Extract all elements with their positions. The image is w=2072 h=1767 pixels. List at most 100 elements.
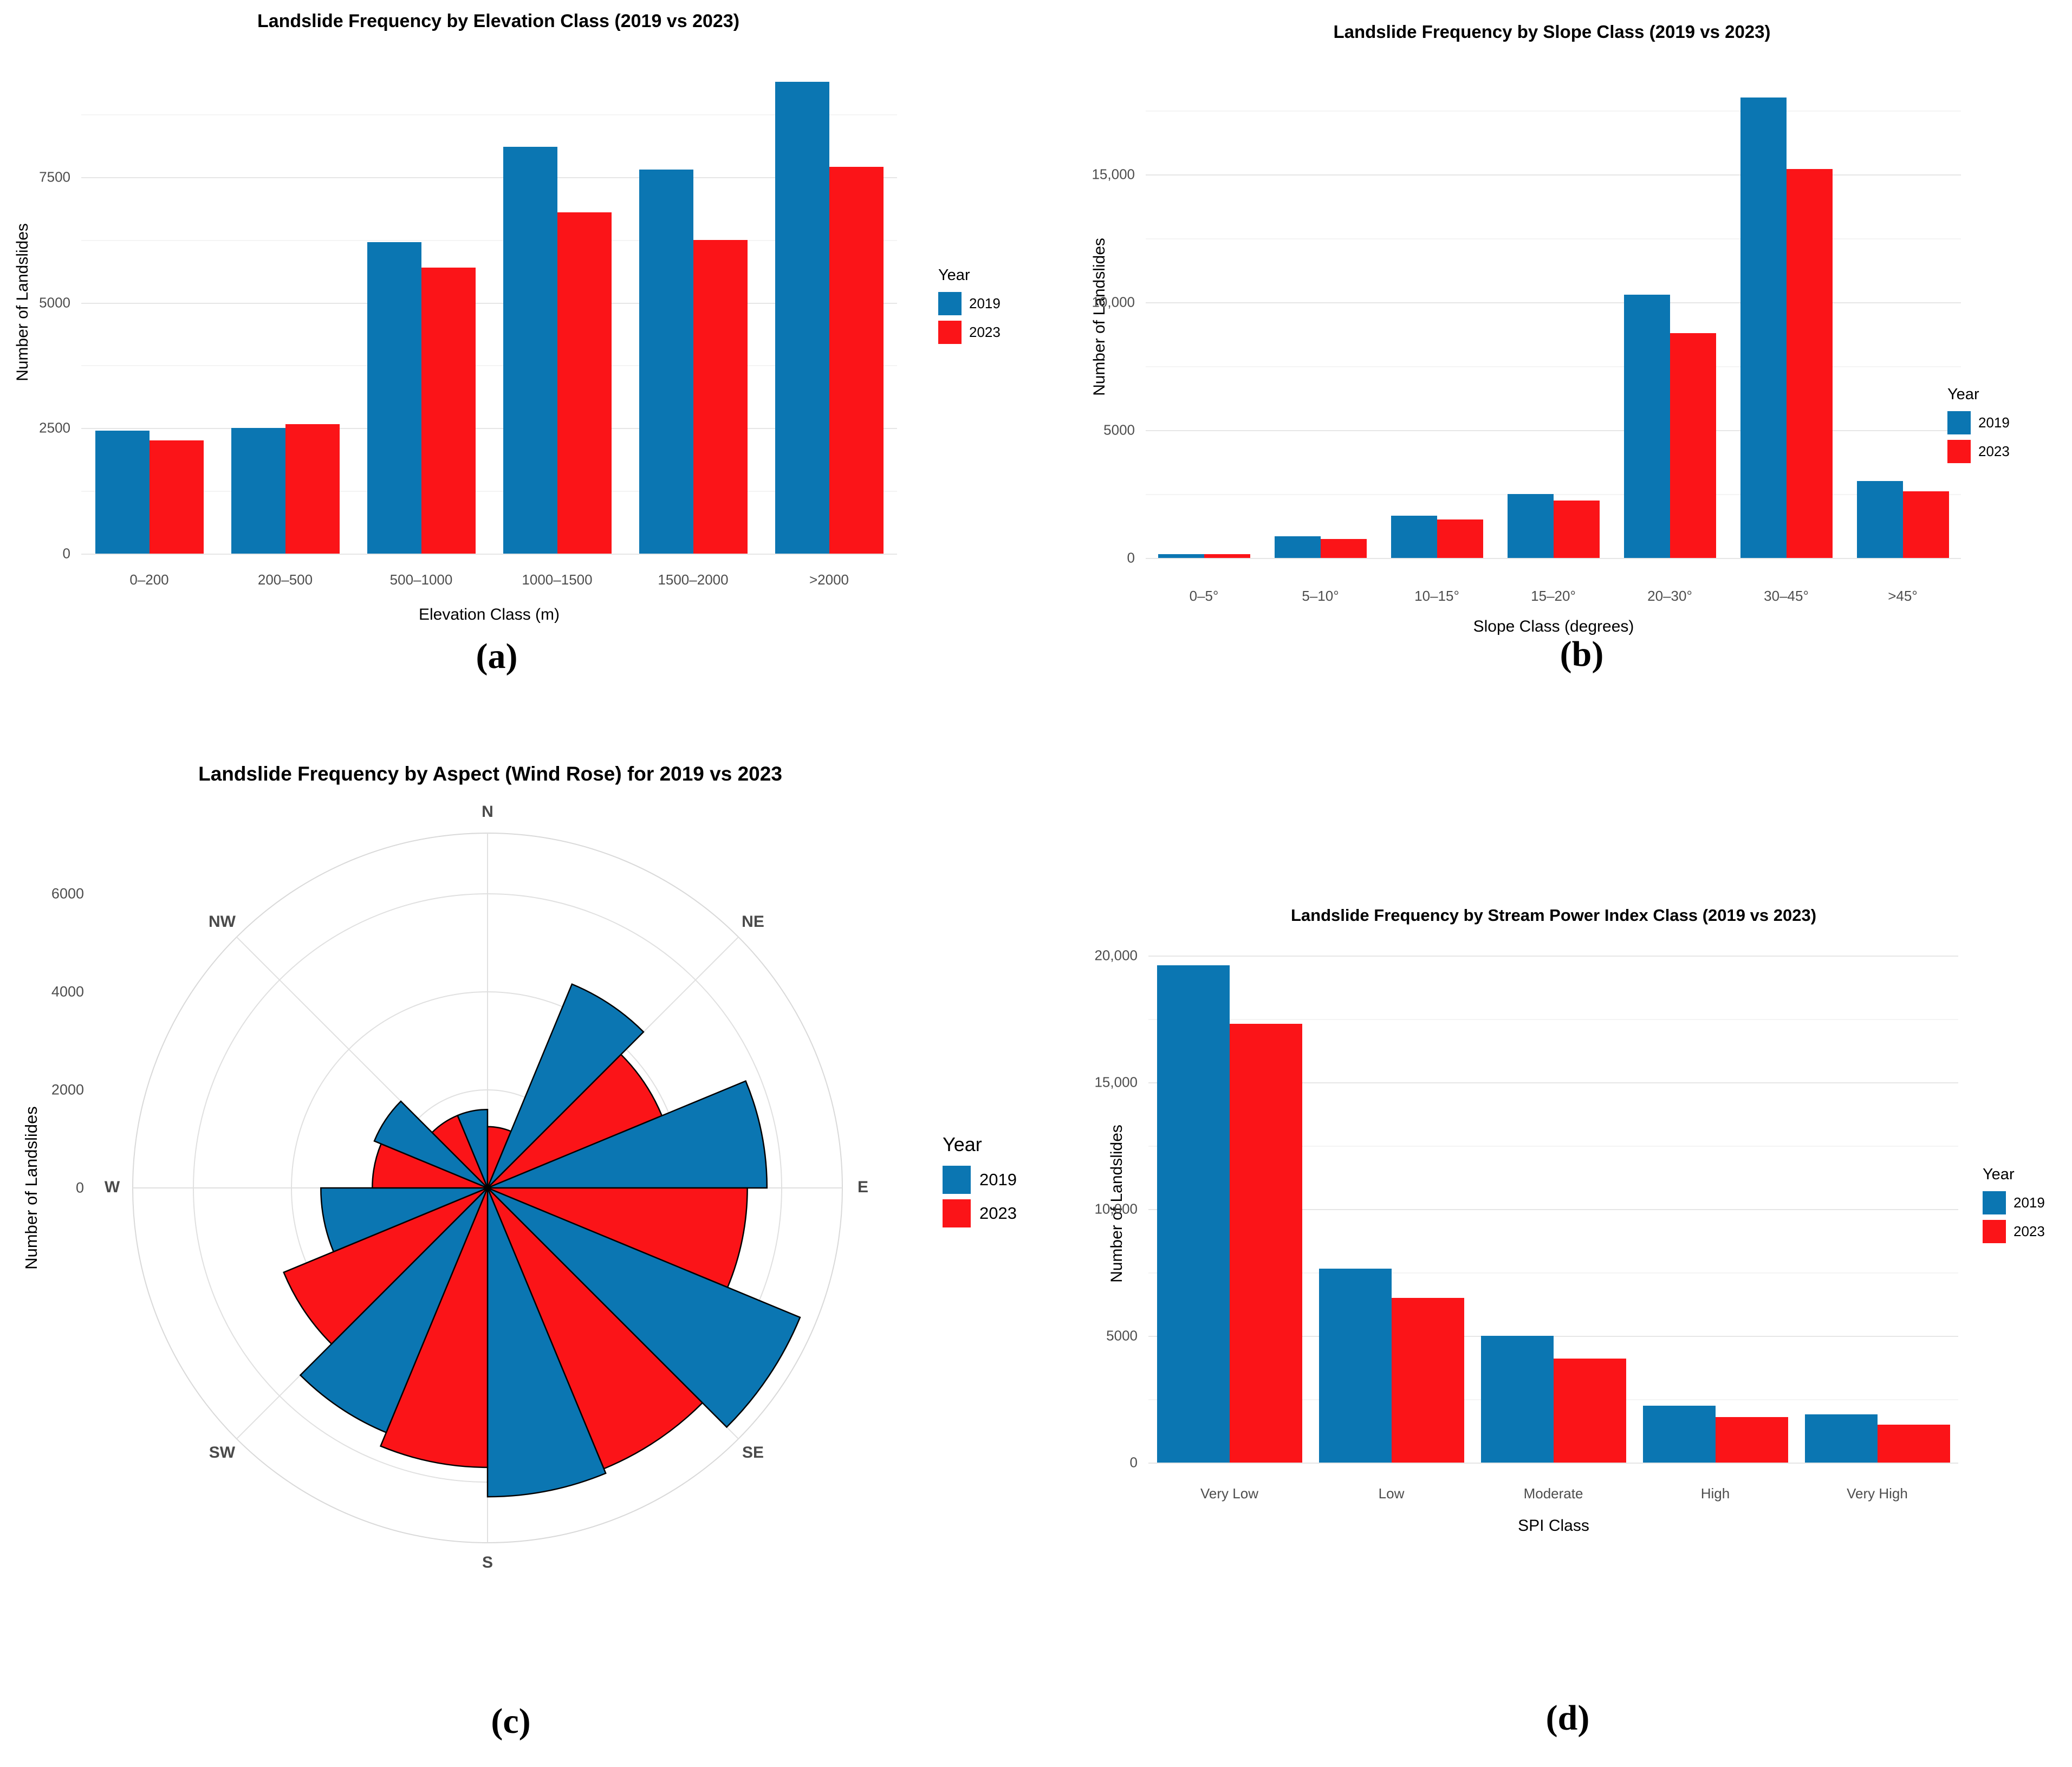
chart-a-xlabel: Elevation Class (m)	[418, 606, 560, 623]
major-gridline	[1148, 1335, 1958, 1337]
minor-gridline	[81, 491, 897, 492]
bar-2023-1500–2000	[693, 239, 748, 554]
major-gridline	[1146, 302, 1961, 303]
x-tick-label: Very High	[1847, 1485, 1908, 1502]
bar-2019-High	[1642, 1405, 1716, 1463]
chart-d-title: Landslide Frequency by Stream Power Inde…	[1290, 906, 1817, 925]
x-tick-label: 30–45°	[1764, 588, 1809, 604]
legend-title: Year	[1947, 386, 1979, 403]
caption-a: (a)	[476, 636, 518, 676]
bar-2023-30–45°	[1786, 169, 1833, 558]
bar-2023-Very High	[1877, 1424, 1950, 1463]
bar-2019-Low	[1318, 1268, 1392, 1463]
chart-c-legend: Year 2019 2023	[943, 1133, 1017, 1233]
bar-2019-200–500	[231, 428, 285, 554]
rose-wedge-2019-SE	[487, 1187, 801, 1428]
radial-tick-label: 4000	[51, 983, 84, 1000]
legend-item-2023: 2023	[938, 321, 1001, 344]
caption-b: (b)	[1560, 634, 1604, 674]
major-gridline	[1146, 174, 1961, 176]
minor-gridline	[1146, 238, 1961, 239]
bar-2019-10–15°	[1391, 516, 1437, 558]
y-tick-label: 5000	[1106, 1327, 1138, 1344]
chart-d-xlabel: SPI Class	[1518, 1517, 1589, 1535]
bar-2023-200–500	[285, 424, 340, 554]
bar-2023-20–30°	[1670, 333, 1716, 558]
rose-wedge-2023-SW	[283, 1187, 488, 1345]
major-gridline	[81, 554, 897, 555]
legend-label-2023: 2023	[1978, 443, 2010, 459]
x-tick-label: Very Low	[1200, 1485, 1258, 1502]
bar-2023-0–5°	[1204, 554, 1250, 558]
legend-label-2023: 2023	[2013, 1223, 2045, 1239]
x-tick-label: 0–5°	[1189, 588, 1219, 604]
y-tick-label: 0	[62, 545, 70, 562]
rose-wedge-2023-NE	[487, 1053, 663, 1189]
bar-2023-1000–1500	[557, 212, 612, 554]
major-gridline	[1148, 955, 1958, 957]
compass-label-SE: SE	[742, 1444, 764, 1461]
bar-2023-Very Low	[1229, 1024, 1302, 1463]
y-tick-label: 20,000	[1094, 947, 1138, 964]
chart-b-ylabel: Number of Landslides	[1090, 238, 1108, 396]
bar-2019-Very High	[1804, 1414, 1878, 1463]
rose-wedge-2019-E	[487, 1080, 768, 1189]
x-tick-label: High	[1700, 1485, 1730, 1502]
rose-wedge-2023-NW	[431, 1114, 489, 1188]
legend-item-2019: 2019	[1983, 1191, 2045, 1214]
x-tick-label: 0–200	[129, 571, 169, 588]
bar-2023->45°	[1902, 491, 1949, 558]
compass-label-W: W	[105, 1178, 120, 1196]
chart-c-wind-rose: N NE E SE S SW W NW	[105, 803, 868, 1571]
legend-item-2019: 2019	[943, 1166, 1017, 1194]
chart-c-title: Landslide Frequency by Aspect (Wind Rose…	[198, 763, 782, 785]
legend-label-2023: 2023	[969, 324, 1001, 340]
major-gridline	[81, 177, 897, 178]
chart-d-legend: Year 2019 2023	[1983, 1166, 2045, 1249]
chart-a-title: Landslide Frequency by Elevation Class (…	[257, 11, 740, 31]
legend-label-2019: 2019	[1978, 414, 2010, 431]
rose-wedge-2019-SW	[299, 1187, 489, 1434]
bar-2023-10–15°	[1437, 519, 1483, 558]
y-tick-label: 15,000	[1094, 1074, 1138, 1090]
major-gridline	[1148, 1082, 1958, 1083]
minor-gridline	[1146, 493, 1961, 495]
minor-gridline	[1146, 110, 1961, 112]
bar-2019-5–10°	[1274, 536, 1321, 558]
x-tick-label: 1000–1500	[522, 571, 593, 588]
y-tick-label: 7500	[39, 168, 70, 185]
minor-gridline	[81, 365, 897, 367]
x-tick-label: 500–1000	[389, 571, 453, 588]
y-tick-label: 5000	[39, 294, 70, 310]
major-gridline	[1146, 558, 1961, 559]
legend-label-2019: 2019	[2013, 1194, 2045, 1211]
bar-2023-High	[1715, 1417, 1788, 1463]
x-tick-label: 1500–2000	[658, 571, 729, 588]
bar-2023-0–200	[149, 440, 204, 554]
bar-2019->2000	[775, 81, 829, 554]
legend-title: Year	[1983, 1166, 2015, 1183]
compass-label-N: N	[482, 803, 493, 821]
chart-a-legend: Year 2019 2023	[938, 267, 1001, 349]
minor-gridline	[1146, 366, 1961, 367]
major-gridline	[1148, 1209, 1958, 1210]
compass-label-E: E	[858, 1178, 868, 1196]
compass-label-NE: NE	[742, 913, 764, 931]
chart-b-legend: Year 2019 2023	[1947, 386, 2010, 469]
y-tick-label: 0	[1129, 1454, 1138, 1471]
minor-gridline	[1148, 1018, 1958, 1020]
bar-2023-Low	[1391, 1297, 1464, 1463]
minor-gridline	[1148, 1272, 1958, 1274]
legend-swatch-2023	[1983, 1220, 2006, 1243]
bar-2023->2000	[829, 167, 884, 554]
major-gridline	[1146, 430, 1961, 431]
legend-swatch-2023	[943, 1199, 971, 1227]
legend-swatch-2019	[943, 1166, 971, 1194]
chart-b-title: Landslide Frequency by Slope Class (2019…	[1333, 22, 1771, 42]
bar-2019-0–200	[95, 430, 150, 554]
minor-gridline	[1148, 1145, 1958, 1147]
bar-2019->45°	[1856, 481, 1903, 558]
x-tick-label: >2000	[809, 571, 849, 588]
rose-wedge-2019-W	[320, 1187, 488, 1253]
